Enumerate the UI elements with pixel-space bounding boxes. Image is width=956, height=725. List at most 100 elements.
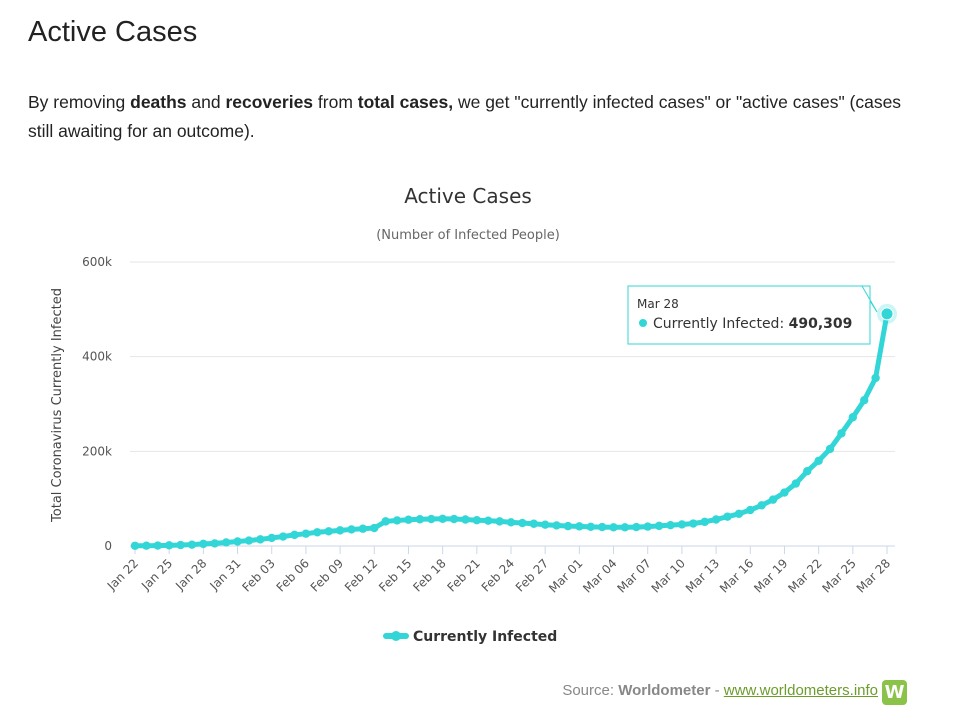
legend[interactable]: Currently Infected (383, 629, 557, 645)
data-point[interactable] (267, 533, 276, 543)
x-tick-label: Mar 10 (649, 556, 688, 595)
gridlines (130, 261, 895, 547)
x-tick-label: Jan 25 (138, 556, 175, 593)
data-point[interactable] (746, 505, 755, 515)
data-point[interactable] (563, 521, 573, 531)
x-tick-label: Feb 03 (239, 556, 277, 594)
legend-marker-icon (391, 631, 401, 641)
data-point[interactable] (791, 479, 801, 488)
data-point[interactable] (449, 514, 459, 524)
data-point[interactable] (757, 501, 766, 510)
chart-subtitle: (Number of Infected People) (376, 228, 560, 243)
data-point[interactable] (472, 516, 482, 525)
data-point[interactable] (768, 495, 778, 504)
data-point[interactable] (142, 541, 151, 550)
tooltip-date: Mar 28 (637, 297, 679, 311)
y-tick-label: 600k (82, 255, 112, 269)
data-point[interactable] (187, 540, 197, 549)
data-point[interactable] (654, 521, 664, 531)
tooltip: Mar 28 Currently Infected: 490,309 (627, 285, 878, 345)
data-point[interactable] (381, 517, 390, 526)
data-point[interactable] (244, 536, 254, 545)
data-point[interactable] (609, 523, 618, 532)
data-point[interactable] (176, 540, 185, 550)
x-tick-label: Jan 28 (172, 556, 209, 593)
data-point[interactable] (632, 522, 641, 532)
hover-point[interactable] (880, 307, 894, 321)
data-point[interactable] (529, 519, 538, 528)
data-point[interactable] (734, 509, 744, 519)
data-point[interactable] (153, 541, 162, 550)
data-point[interactable] (427, 514, 436, 524)
data-point[interactable] (597, 522, 607, 532)
data-point[interactable] (484, 516, 493, 525)
series-currently-infected[interactable] (130, 303, 897, 550)
worldometer-logo-icon[interactable]: W (882, 680, 907, 705)
data-point[interactable] (210, 539, 219, 548)
data-point[interactable] (347, 525, 356, 534)
data-point[interactable] (837, 429, 846, 438)
data-point[interactable] (164, 541, 174, 550)
data-point[interactable] (392, 516, 402, 525)
data-point[interactable] (848, 413, 858, 422)
data-point[interactable] (814, 456, 823, 465)
data-point[interactable] (871, 373, 880, 383)
data-point[interactable] (552, 521, 561, 530)
source-name: Worldometer (618, 682, 711, 699)
data-point[interactable] (370, 523, 379, 533)
data-point[interactable] (415, 515, 425, 524)
x-tick-label: Mar 28 (854, 556, 893, 595)
page-title: Active Cases (28, 16, 198, 48)
data-point[interactable] (130, 541, 140, 550)
intro-text: By removing (28, 92, 131, 112)
data-point[interactable] (860, 396, 869, 405)
data-point[interactable] (313, 528, 322, 537)
data-point[interactable] (301, 529, 311, 538)
data-point[interactable] (404, 515, 413, 524)
x-tick-label: Jan 22 (104, 556, 141, 593)
data-point[interactable] (461, 515, 470, 524)
data-point[interactable] (221, 538, 231, 547)
data-point[interactable] (540, 520, 550, 529)
data-point[interactable] (677, 520, 687, 529)
data-point[interactable] (278, 532, 288, 541)
data-point[interactable] (324, 527, 333, 536)
data-point[interactable] (689, 519, 698, 528)
data-point[interactable] (643, 522, 652, 531)
data-point[interactable] (256, 535, 265, 544)
data-point[interactable] (575, 522, 584, 531)
data-point[interactable] (700, 517, 709, 527)
data-point[interactable] (358, 524, 368, 533)
data-point[interactable] (518, 518, 527, 528)
data-point[interactable] (825, 444, 835, 454)
data-point[interactable] (335, 526, 345, 535)
legend-label[interactable]: Currently Infected (413, 629, 557, 645)
data-point[interactable] (438, 514, 447, 523)
data-point[interactable] (495, 517, 504, 526)
x-tick-label: Feb 15 (376, 556, 414, 594)
data-point[interactable] (290, 530, 299, 540)
intro-bold-deaths: deaths (130, 92, 187, 112)
data-point[interactable] (199, 539, 208, 549)
source-credit: Source: Worldometer - www.worldometers.i… (562, 682, 878, 699)
active-cases-chart[interactable]: Active Cases (Number of Infected People)… (0, 170, 956, 670)
data-point[interactable] (803, 467, 812, 476)
data-point[interactable] (586, 522, 595, 532)
x-tick-label: Mar 07 (614, 556, 653, 595)
x-tick-label: Mar 13 (683, 556, 722, 595)
tooltip-value: 490,309 (789, 316, 853, 332)
data-point[interactable] (780, 488, 789, 497)
y-axis-ticks: 0 200k 400k 600k (82, 255, 112, 553)
x-tick-label: Mar 19 (751, 556, 790, 595)
x-tick-label: Feb 18 (410, 556, 448, 594)
source-link[interactable]: www.worldometers.info (723, 682, 878, 699)
data-point[interactable] (506, 518, 516, 527)
data-point[interactable] (723, 512, 732, 521)
data-point[interactable] (711, 515, 721, 524)
x-tick-label: Mar 01 (546, 556, 585, 595)
data-point[interactable] (666, 520, 675, 530)
series-line (132, 311, 890, 549)
data-point[interactable] (233, 537, 242, 546)
data-point[interactable] (620, 523, 630, 532)
